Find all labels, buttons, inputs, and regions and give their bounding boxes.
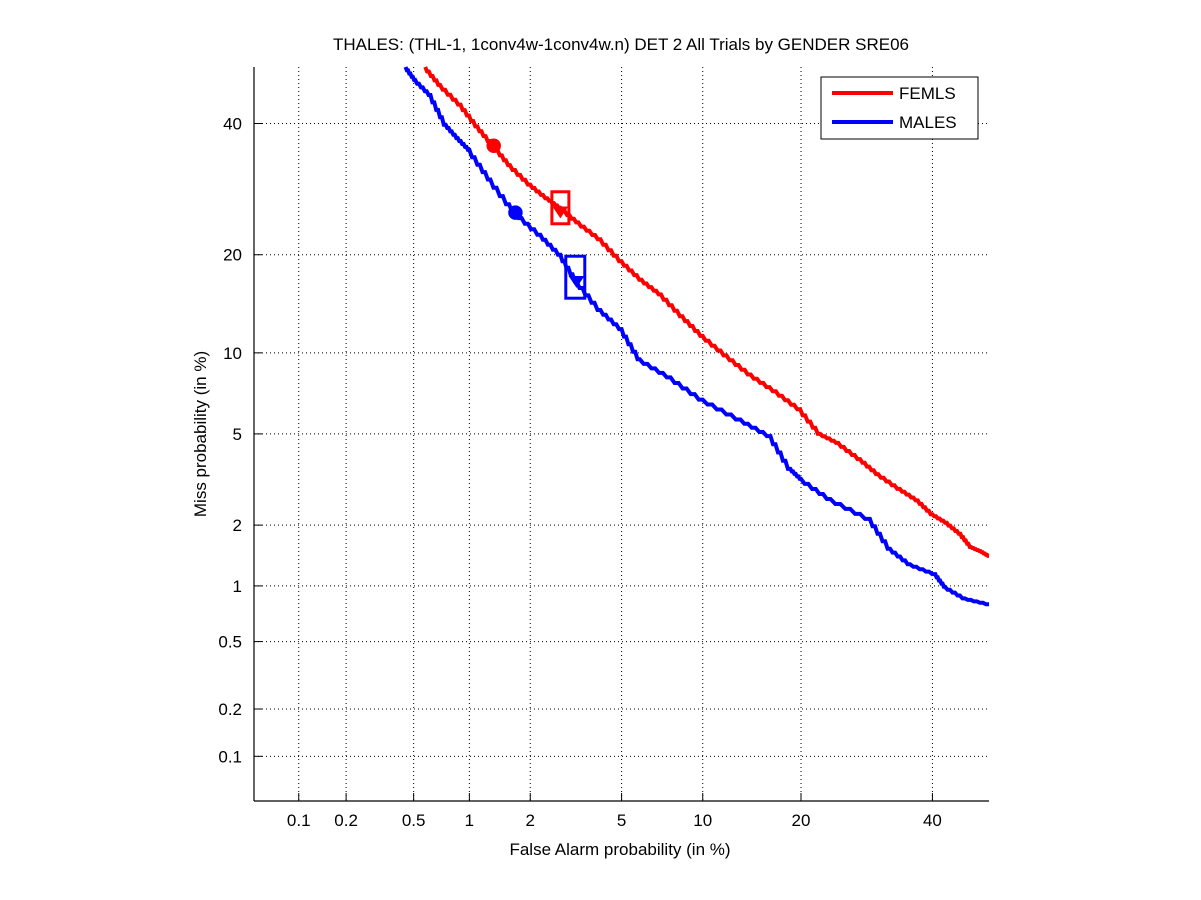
legend-box (820, 76, 979, 140)
x-axis-label: False Alarm probability (in %) (509, 840, 730, 859)
y-tick-label: 0.5 (218, 633, 242, 652)
x-tick-label: 5 (617, 811, 626, 830)
y-axis-label: Miss probability (in %) (191, 351, 210, 517)
x-tick-label: 0.2 (334, 811, 358, 830)
series-line-males (403, 66, 989, 607)
x-tick-label: 2 (526, 811, 535, 830)
x-tick-label: 0.1 (287, 811, 311, 830)
chart-title: THALES: (THL-1, 1conv4w-1conv4w.n) DET 2… (333, 35, 909, 54)
x-tick-label: 0.5 (402, 811, 426, 830)
marker-square-males (564, 254, 587, 300)
marker-circle-femls (486, 138, 501, 154)
y-tick-label: 2 (233, 516, 242, 535)
legend: FEMLS MALES (820, 76, 979, 140)
y-tick-label: 20 (223, 246, 242, 265)
x-tick-label: 40 (923, 811, 942, 830)
series-line-femls (423, 66, 990, 558)
legend-label-femls: FEMLS (899, 84, 956, 103)
y-tick-label: 5 (233, 425, 242, 444)
x-tick-label: 10 (693, 811, 712, 830)
y-tick-label: 40 (223, 115, 242, 134)
x-tick-label: 1 (465, 811, 474, 830)
y-tick-label: 0.1 (218, 747, 242, 766)
legend-label-males: MALES (899, 113, 957, 132)
y-ticks: 0.1 0.2 0.5 1 2 5 10 20 40 (218, 115, 262, 766)
y-tick-label: 1 (233, 577, 242, 596)
x-tick-label: 20 (792, 811, 811, 830)
y-tick-label: 10 (223, 344, 242, 363)
marker-square-femls (550, 190, 571, 226)
x-ticks: 0.1 0.2 0.5 1 2 5 10 20 40 (287, 793, 942, 830)
operating-point-markers (486, 138, 587, 300)
marker-triangle-males (568, 276, 585, 288)
y-tick-label: 0.2 (218, 700, 242, 719)
marker-triangle-femls (552, 206, 569, 219)
marker-circle-males (508, 205, 523, 220)
series-lines (403, 66, 990, 607)
